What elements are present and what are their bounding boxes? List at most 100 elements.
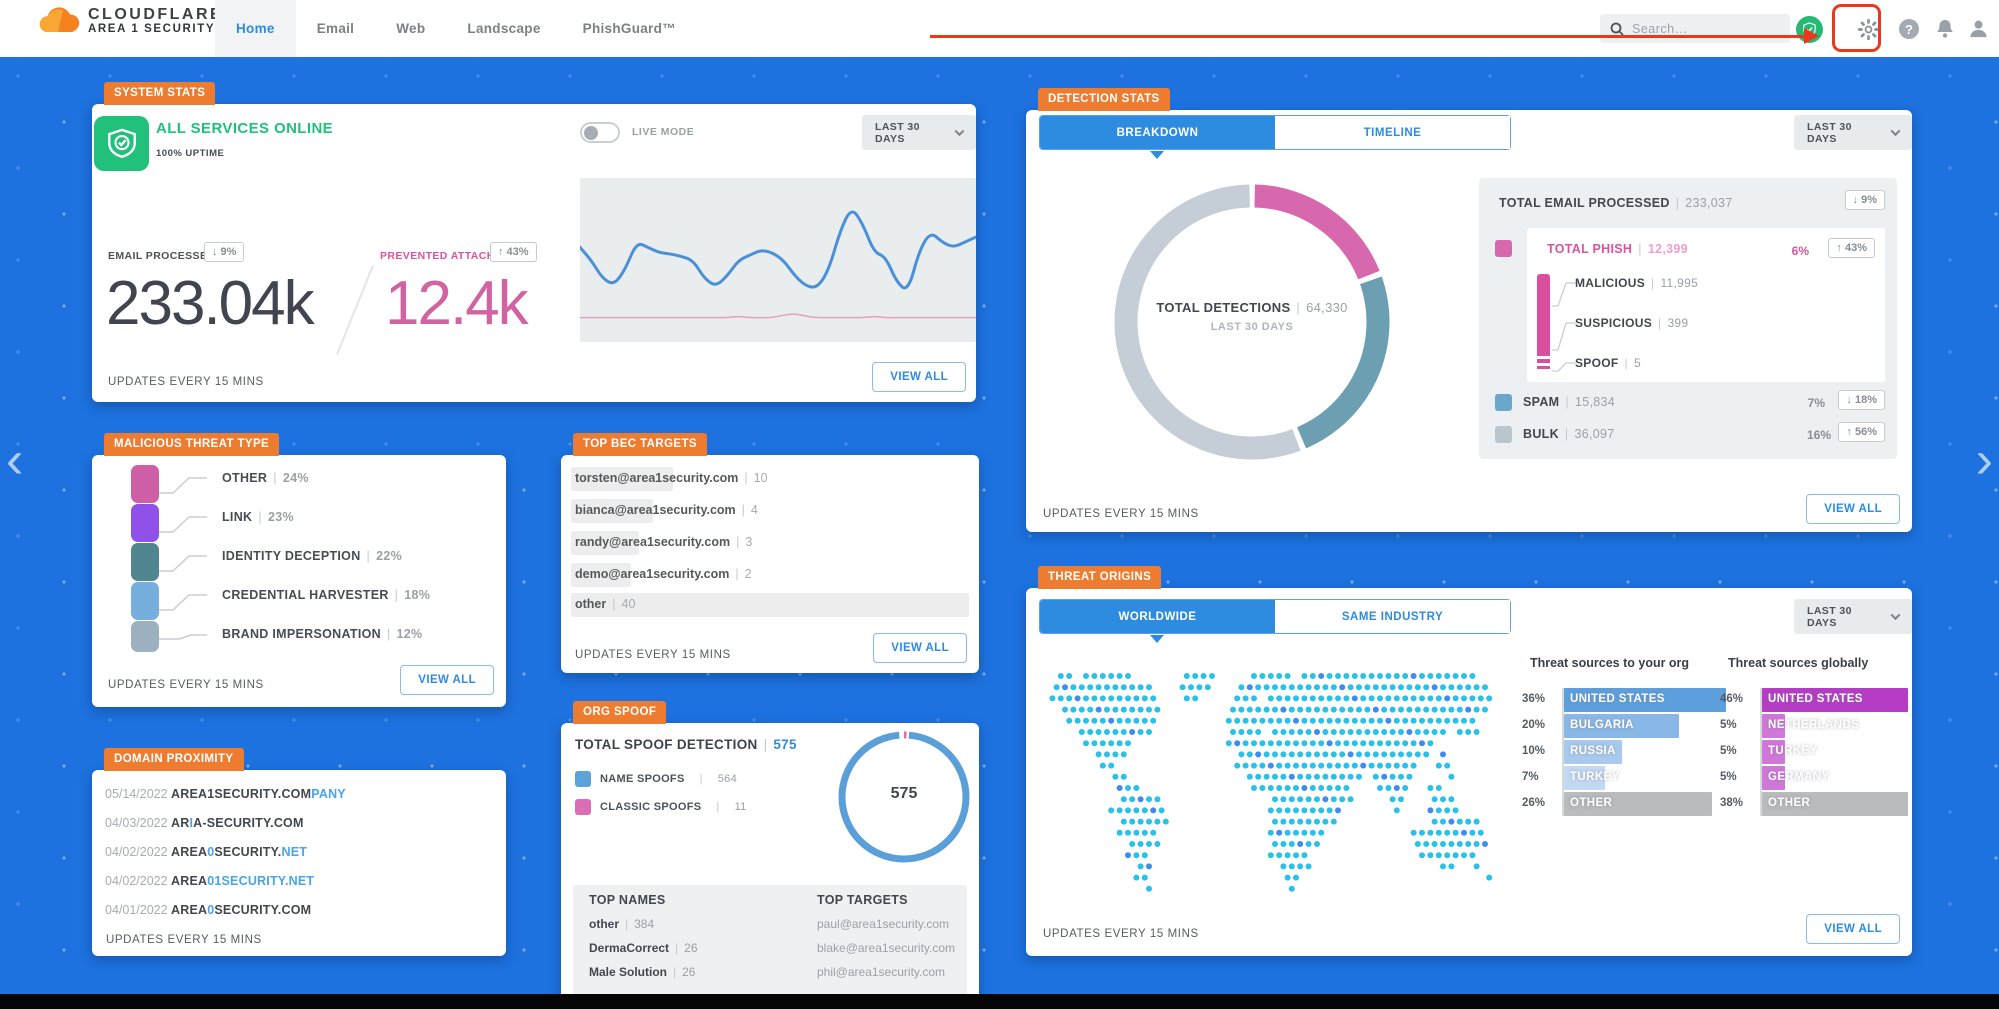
domain-row[interactable]: 04/01/2022 AREA0SECURITY.COM — [105, 898, 311, 922]
phish-breakdown-box: TOTAL PHISH | 12,399 6% ↑ 43% MALICIOUS | 11… — [1527, 228, 1885, 382]
spam-chip — [1495, 394, 1512, 411]
detection-view-all-button[interactable]: VIEW ALL — [1806, 494, 1900, 524]
separator: | — [763, 737, 768, 752]
spam-row: SPAM | 15,834 — [1523, 395, 1615, 409]
total-email-row: TOTAL EMAIL PROCESSED | 233,037 — [1499, 196, 1733, 210]
top-name-row: Male Solution | 26 — [589, 965, 695, 979]
bec-text: bianca@area1security.com | 4 — [575, 503, 758, 517]
bec-email: demo@area1security.com — [575, 567, 730, 581]
threat-type-chip-column — [131, 465, 159, 653]
separator: | — [1296, 300, 1301, 315]
spoof-total: 575 — [773, 737, 797, 752]
bar-label: TURKEY — [1570, 771, 1620, 783]
bar-pct: 5% — [1720, 771, 1737, 783]
spam-value: 15,834 — [1574, 395, 1615, 409]
uptime-text: 100% UPTIME — [156, 148, 225, 159]
email-processed-delta-badge: ↓ 9% — [204, 242, 245, 262]
bec-row[interactable]: torsten@area1security.com | 10 — [571, 467, 969, 491]
domain-row[interactable]: 04/02/2022 AREA01SECURITY.NET — [105, 869, 314, 893]
page-next-chevron[interactable]: › — [1975, 431, 1993, 489]
threat-type-row: BRAND IMPERSONATION | 12% — [222, 627, 422, 641]
live-mode-toggle[interactable] — [580, 122, 620, 143]
bec-row[interactable]: randy@area1security.com | 3 — [571, 531, 969, 555]
bar-label: NETHERLANDS — [1768, 719, 1860, 731]
separator: | — [273, 471, 277, 485]
system-view-all-button[interactable]: VIEW ALL — [872, 362, 966, 392]
bar-pct: 10% — [1522, 745, 1546, 757]
spam-label: SPAM — [1523, 395, 1560, 409]
threat-origins-tag: THREAT ORIGINS — [1038, 566, 1162, 589]
tab-worldwide[interactable]: WORLDWIDE — [1040, 600, 1275, 633]
nav-item-web[interactable]: Web — [396, 21, 426, 36]
bar: UNITED STATES — [1564, 688, 1726, 712]
bec-count: 2 — [744, 567, 752, 581]
detection-tabbar: BREAKDOWN TIMELINE — [1039, 115, 1511, 150]
phish-connectors — [1552, 282, 1576, 372]
help-button[interactable]: ? — [1899, 19, 1919, 39]
spoof-title: TOTAL SPOOF DETECTION | 575 — [575, 737, 797, 752]
tab-timeline[interactable]: TIMELINE — [1275, 116, 1510, 149]
separator: | — [366, 549, 371, 563]
origins-range-label: LAST 30 DAYS — [1807, 604, 1852, 629]
org-bars-axis — [1562, 688, 1564, 816]
spoof-title-label: TOTAL SPOOF DETECTION — [575, 737, 758, 752]
nav-item-phishguard[interactable]: PhishGuard™ — [582, 21, 676, 36]
bec-updates-note: UPDATES EVERY 15 MINS — [575, 649, 731, 661]
search-box[interactable] — [1600, 14, 1790, 43]
services-status-text: ALL SERVICES ONLINE — [156, 120, 334, 137]
separator: | — [258, 510, 262, 524]
account-button[interactable] — [1968, 18, 1989, 44]
tab-same-industry[interactable]: SAME INDUSTRY — [1275, 600, 1510, 633]
total-phish-chip — [1495, 240, 1512, 257]
domain-row[interactable]: 04/03/2022 ARIA-SECURITY.COM — [105, 811, 304, 835]
brand[interactable]: CLOUDFLARE AREA 1 SECURITY — [38, 6, 223, 36]
threat-type-row: LINK | 23% — [222, 510, 294, 524]
domain-row[interactable]: 05/14/2022 AREA1SECURITY.COMPANY — [105, 782, 346, 806]
total-phish-value: 12,399 — [1647, 242, 1688, 256]
nav-item-home[interactable]: Home — [215, 0, 296, 57]
world-dot-map — [1049, 673, 1493, 892]
tab-breakdown[interactable]: BREAKDOWN — [1040, 116, 1275, 149]
separator: | — [1675, 196, 1680, 210]
bec-count: 40 — [621, 597, 636, 611]
notifications-button[interactable] — [1935, 18, 1955, 44]
bec-row[interactable]: bianca@area1security.com | 4 — [571, 499, 969, 523]
search-input[interactable] — [1632, 21, 1772, 36]
bar: NETHERLANDS — [1762, 714, 1859, 738]
domain-row[interactable]: 04/02/2022 AREA0SECURITY.NET — [105, 840, 307, 864]
bec-row[interactable]: demo@area1security.com | 2 — [571, 563, 969, 587]
bec-text: randy@area1security.com | 3 — [575, 535, 752, 549]
global-bars-axis — [1760, 688, 1762, 816]
origins-updates-note: UPDATES EVERY 15 MINS — [1043, 928, 1199, 940]
prevented-attacks-label: PREVENTED ATTACKS — [380, 250, 503, 262]
legend-count: 564 — [717, 773, 738, 785]
top-name-row: other | 384 — [589, 917, 654, 931]
email-processed-value: 233.04k — [106, 269, 315, 338]
total-detections-value: 64,330 — [1306, 300, 1348, 315]
bec-view-all-button[interactable]: VIEW ALL — [873, 633, 967, 663]
services-shield-icon — [94, 116, 149, 171]
bec-row[interactable]: other | 40 — [571, 593, 969, 617]
origins-range-dropdown[interactable]: LAST 30 DAYS — [1794, 599, 1912, 634]
total-phish-pct: 6% — [1791, 244, 1809, 258]
gear-icon — [1857, 18, 1879, 40]
nav-item-email[interactable]: Email — [316, 21, 355, 36]
chip-brand-impersonation — [131, 621, 159, 652]
bec-highlight — [571, 467, 673, 491]
nav-item-landscape[interactable]: Landscape — [467, 21, 541, 36]
org-bar-row: 7% TURKEY — [1522, 766, 1728, 790]
top-bec-targets-card: TOP BEC TARGETS torsten@area1security.co… — [561, 433, 979, 673]
bar-pct: 5% — [1720, 719, 1737, 731]
settings-gear-button[interactable] — [1855, 16, 1881, 42]
malicious-view-all-button[interactable]: VIEW ALL — [400, 665, 494, 695]
bec-text: demo@area1security.com | 2 — [575, 567, 752, 581]
system-range-dropdown[interactable]: LAST 30 DAYS — [862, 115, 976, 150]
detection-range-dropdown[interactable]: LAST 30 DAYS — [1794, 115, 1912, 150]
chevron-down-icon — [1890, 126, 1901, 136]
origins-view-all-button[interactable]: VIEW ALL — [1806, 914, 1900, 944]
org-bar-row: 36% UNITED STATES — [1522, 688, 1728, 712]
page-prev-chevron[interactable]: ‹ — [6, 431, 24, 489]
separator: | — [1651, 276, 1655, 290]
global-bar-row: 5% GERMANY — [1720, 766, 1910, 790]
metric-divider — [336, 265, 374, 355]
